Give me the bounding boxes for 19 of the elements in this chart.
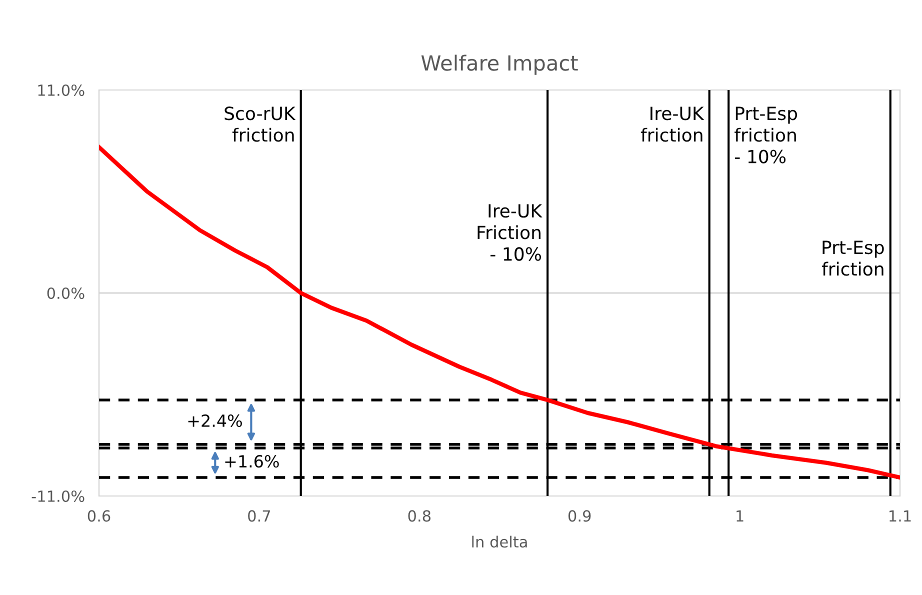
- x-tick-label: 0.8: [408, 510, 431, 522]
- annotation: +2.4%: [188, 414, 242, 428]
- ref-line-label: Prt-Esp friction: [822, 240, 884, 276]
- ref-line-label: Ire-UK friction: [640, 106, 704, 142]
- chart-title: Welfare Impact: [421, 54, 578, 75]
- ref-line-label: Sco-rUK friction: [224, 106, 296, 142]
- annotation: +1.6%: [225, 455, 279, 468]
- y-tick-label: -11.0%: [32, 490, 84, 502]
- x-tick-label: 0.7: [248, 510, 270, 522]
- x-tick-label: 1: [736, 510, 744, 522]
- ref-line-label: Ire-UK Friction - 10%: [478, 204, 542, 261]
- x-axis-title: ln delta: [472, 536, 527, 548]
- ref-line-label: Prt-Esp friction - 10%: [734, 106, 798, 164]
- x-tick-label: 1.1: [890, 510, 911, 522]
- y-tick-label: 11.0%: [38, 84, 84, 96]
- y-tick-label: 0.0%: [47, 287, 84, 300]
- line-series: [99, 145, 900, 480]
- x-tick-label: 0.9: [568, 510, 591, 522]
- x-tick-label: 0.6: [88, 510, 110, 522]
